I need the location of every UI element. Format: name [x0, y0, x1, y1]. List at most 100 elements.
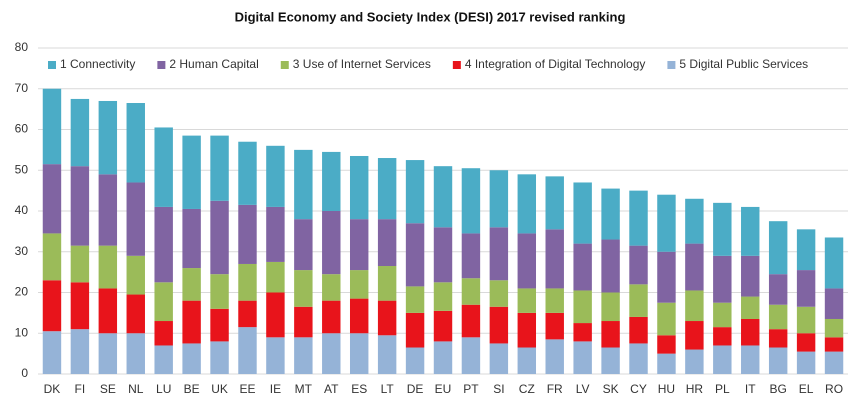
bar-segment: [266, 145, 285, 207]
x-tick-label: IT: [745, 382, 756, 396]
x-tick-label: IE: [270, 382, 281, 396]
bar-segment: [601, 321, 620, 348]
bar-segment: [266, 292, 285, 338]
bar-segment: [377, 300, 397, 336]
bar-segment: [573, 182, 592, 244]
bar-segment: [266, 337, 285, 374]
bar-segment: [126, 294, 145, 334]
bar-segment: [768, 329, 788, 348]
bar-segment: [126, 333, 145, 374]
y-tick-label: 40: [15, 203, 29, 217]
legend-swatch: [48, 61, 56, 69]
bar-segment: [322, 333, 341, 374]
bar-segment: [70, 282, 90, 330]
bar-segment: [126, 255, 145, 295]
bar-segment: [42, 233, 62, 281]
bar-segment: [349, 155, 369, 220]
x-tick-label: LU: [156, 382, 171, 396]
legend-label: 3 Use of Internet Services: [293, 57, 431, 71]
bar-segment: [210, 341, 229, 374]
x-tick-label: BG: [770, 382, 787, 396]
bar-segment: [98, 333, 118, 374]
bar-segment: [42, 280, 62, 332]
bar-segment: [601, 292, 620, 322]
bar-segment: [322, 300, 341, 334]
x-tick-label: LT: [381, 382, 395, 396]
bar-segment: [741, 296, 760, 319]
bar-segment: [238, 141, 257, 205]
bar-segment: [210, 308, 229, 342]
y-tick-label: 30: [15, 244, 29, 258]
bar-segment: [824, 288, 844, 319]
bar-segment: [601, 239, 620, 293]
bar-segment: [657, 335, 676, 354]
x-tick-label: EU: [435, 382, 452, 396]
x-tick-label: PT: [463, 382, 479, 396]
bar-segment: [405, 312, 425, 348]
y-tick-label: 80: [15, 40, 29, 54]
bar-segment: [768, 221, 788, 275]
bar-segment: [322, 151, 341, 211]
bar-segment: [517, 347, 537, 374]
bar-segment: [657, 302, 676, 336]
bar-segment: [545, 288, 564, 313]
x-tick-label: DE: [407, 382, 424, 396]
bar-segment: [405, 160, 425, 224]
bar-segment: [685, 321, 704, 350]
bar-segment: [461, 337, 481, 374]
bar-segment: [349, 333, 369, 374]
bar-segment: [573, 243, 592, 291]
bar-segment: [768, 304, 788, 330]
bar-segment: [685, 243, 704, 291]
bar-segment: [154, 206, 173, 283]
bar-segment: [461, 304, 481, 338]
bar-segment: [433, 227, 453, 283]
bar-segment: [377, 219, 397, 267]
x-tick-label: CY: [630, 382, 647, 396]
legend-swatch: [452, 61, 461, 69]
bar-segment: [685, 198, 704, 244]
chart-title: Digital Economy and Society Index (DESI)…: [235, 9, 626, 24]
legend-swatch: [157, 61, 166, 69]
bar-segment: [629, 343, 648, 374]
bar-segment: [824, 237, 844, 289]
bar-segment: [405, 223, 425, 287]
x-tick-label: EE: [239, 382, 255, 396]
bar-segment: [294, 219, 313, 271]
bar-segment: [741, 206, 760, 256]
bar-segment: [210, 274, 229, 309]
bar-segment: [629, 190, 648, 246]
bar-segment: [713, 327, 732, 346]
bar-segment: [98, 288, 118, 334]
bar-segment: [210, 135, 229, 201]
bar-segment: [713, 255, 732, 303]
x-tick-label: SK: [603, 382, 619, 396]
bar-segment: [713, 202, 732, 256]
bar-segment: [741, 345, 760, 374]
legend-label: 5 Digital Public Services: [679, 57, 808, 71]
x-tick-label: LV: [576, 382, 590, 396]
x-tick-label: AT: [324, 382, 339, 396]
bar-segment: [238, 204, 257, 264]
bar-segment: [741, 255, 760, 297]
x-tick-label: HR: [686, 382, 704, 396]
bar-segment: [713, 302, 732, 328]
bar-segment: [517, 174, 537, 234]
bar-segment: [461, 278, 481, 305]
x-tick-label: HU: [658, 382, 675, 396]
bar-segment: [349, 270, 369, 299]
bar-segment: [70, 98, 90, 167]
bar-segment: [461, 168, 481, 234]
bar-segment: [238, 300, 257, 328]
bar-segment: [182, 343, 201, 374]
bar-segment: [573, 323, 592, 342]
bar-segment: [489, 227, 509, 281]
x-tick-label: SI: [493, 382, 504, 396]
bar-segment: [42, 164, 62, 234]
x-tick-label: MT: [295, 382, 313, 396]
bar-segment: [489, 170, 509, 228]
x-tick-label: RO: [825, 382, 843, 396]
y-tick-label: 60: [15, 122, 29, 136]
legend-label: 2 Human Capital: [169, 57, 258, 71]
x-tick-label: CZ: [519, 382, 535, 396]
